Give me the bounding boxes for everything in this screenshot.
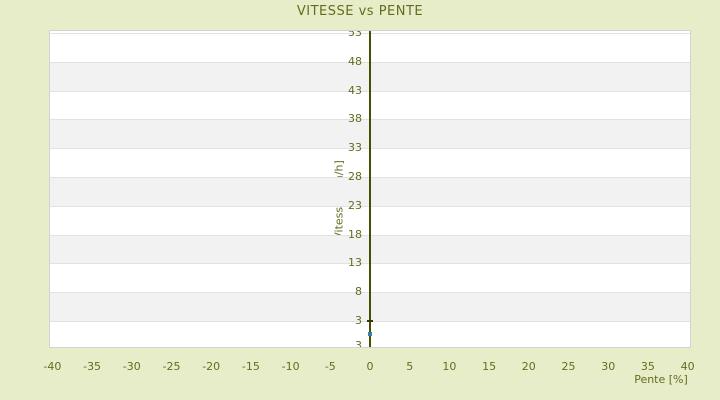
y-tick-label: 38 bbox=[348, 112, 362, 126]
x-tick-label: -15 bbox=[241, 360, 260, 373]
x-tick-label: 10 bbox=[442, 360, 457, 373]
y-tick-label: 33 bbox=[348, 141, 362, 155]
x-tick-label: -25 bbox=[162, 360, 181, 373]
x-tick-label: 35 bbox=[640, 360, 655, 373]
y-tick-label: 13 bbox=[348, 256, 362, 270]
y-tick-label: 43 bbox=[348, 83, 362, 97]
x-tick-label: -5 bbox=[324, 360, 336, 373]
x-tick-label: -30 bbox=[122, 360, 141, 373]
error-bar-cap bbox=[367, 320, 373, 323]
x-tick-label: 25 bbox=[561, 360, 576, 373]
x-tick-label: 20 bbox=[521, 360, 536, 373]
chart-title: VITESSE vs PENTE bbox=[296, 4, 424, 19]
zero-axis-line bbox=[369, 31, 371, 347]
y-axis-bottom-label: 3 bbox=[355, 339, 362, 347]
y-tick-label: 3 bbox=[355, 314, 362, 328]
y-tick-label: 8 bbox=[355, 285, 362, 299]
y-tick-label: 23 bbox=[348, 198, 362, 212]
x-tick-label: -35 bbox=[83, 360, 102, 373]
y-tick-label: 48 bbox=[348, 54, 362, 68]
x-tick-label: 5 bbox=[406, 360, 414, 373]
x-tick-label: 15 bbox=[482, 360, 497, 373]
x-tick-label: 40 bbox=[680, 360, 695, 373]
x-tick-label: 30 bbox=[601, 360, 616, 373]
y-tick-label: 28 bbox=[348, 170, 362, 184]
x-tick-label: 0 bbox=[366, 360, 374, 373]
x-tick-label: -20 bbox=[202, 360, 221, 373]
y-tick-label: 53 bbox=[348, 31, 362, 40]
x-tick-label: -10 bbox=[281, 360, 300, 373]
x-tick-label: -40 bbox=[43, 360, 62, 373]
y-tick-label: 18 bbox=[348, 227, 362, 241]
x-axis-title: Pente [%] bbox=[634, 373, 688, 386]
data-point-marker bbox=[368, 331, 372, 336]
